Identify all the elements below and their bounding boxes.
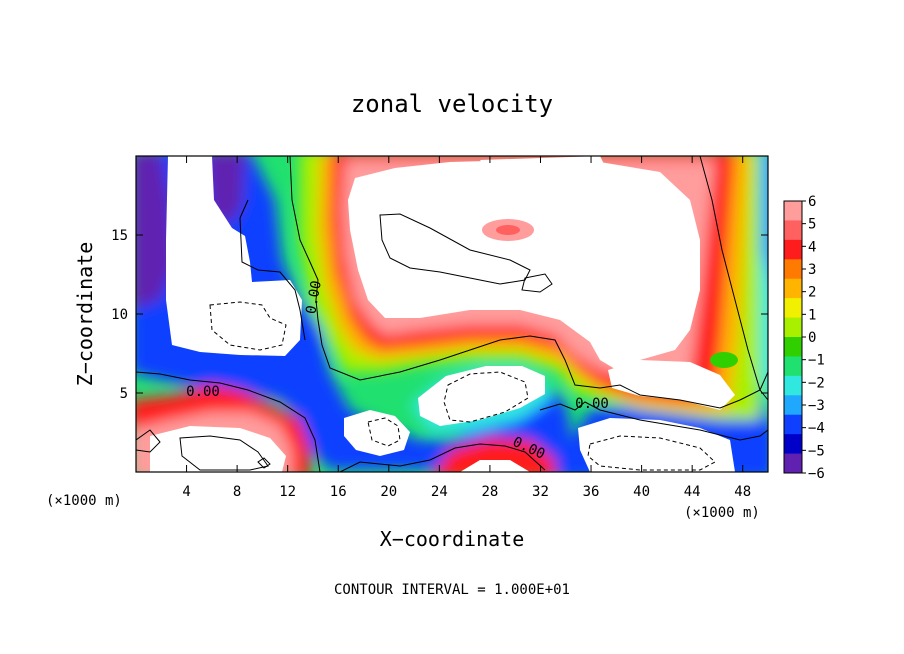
colorbar-swatch [784,434,802,455]
x-tick-label: 20 [380,484,397,500]
colorbar-swatch [784,239,802,260]
contour-interval-note: CONTOUR INTERVAL = 1.000E+01 [334,582,570,598]
colorbar-label: 6 [808,194,816,210]
colorbar-swatch [784,317,802,338]
out-of-range-regions [150,156,735,472]
colorbar-label: 3 [808,262,816,278]
x-tick-label: 28 [481,484,498,500]
plot-area: 0.00 0.00 0.00 0.00 [136,156,768,472]
x-tick-label: 8 [233,484,241,500]
colorbar-swatch [784,453,802,474]
colorbar-label: −6 [808,466,825,482]
colorbar-swatch [784,201,802,221]
colorbar-swatch [784,375,802,396]
colorbar-label: 5 [808,217,816,233]
colorbar-label: −2 [808,375,825,391]
colorbar-swatch [784,259,802,280]
contour-lines [136,156,768,472]
y-tick-label: 15 [111,228,128,244]
x-unit-right: (×1000 m) [684,505,760,521]
x-tick-label: 36 [583,484,600,500]
colorbar-label: 4 [808,239,816,255]
y-tick-label: 10 [111,307,128,323]
y-axis-label: Z−coordinate [73,242,97,387]
x-tick-label: 40 [633,484,650,500]
y-tick-label: 5 [120,386,128,402]
colorbar-label: −3 [808,398,825,414]
x-tick-label: 44 [684,484,701,500]
colorbar-swatch [784,337,802,357]
x-axis: 4 8 12 16 20 24 28 32 36 40 44 48 [182,156,751,500]
colorbar-label: 2 [808,285,816,301]
colorbar-label: −1 [808,353,825,369]
x-tick-label: 12 [279,484,296,500]
colorbar-label: 0 [808,330,816,346]
contour-label: 0.00 [186,384,220,400]
colorbar-swatch [784,395,802,416]
y-axis: 5 10 15 [111,228,768,402]
dashed-contours [209,301,716,471]
colorbar-swatch [784,356,802,377]
x-tick-label: 16 [330,484,347,500]
colorbar-label: −4 [808,421,825,437]
x-tick-label: 24 [431,484,448,500]
contour-label: 0.00 [575,396,609,412]
colorbar-swatch [784,220,802,241]
x-tick-label: 4 [182,484,190,500]
x-tick-label: 32 [532,484,549,500]
colorbar-swatch [784,298,802,319]
colorbar-label: 1 [808,307,816,323]
x-axis-label: X−coordinate [380,527,525,551]
colorbar-swatch [784,278,802,299]
colorbar: 6 5 4 3 2 1 0 −1 −2 −3 −4 −5 −6 [783,194,825,482]
contour-label: 0.00 [303,279,325,315]
colorbar-label: −5 [808,443,825,459]
x-unit-left: (×1000 m) [46,493,122,509]
colorbar-swatch [784,414,802,435]
chart-title: zonal velocity [351,90,553,118]
x-tick-label: 48 [734,484,751,500]
